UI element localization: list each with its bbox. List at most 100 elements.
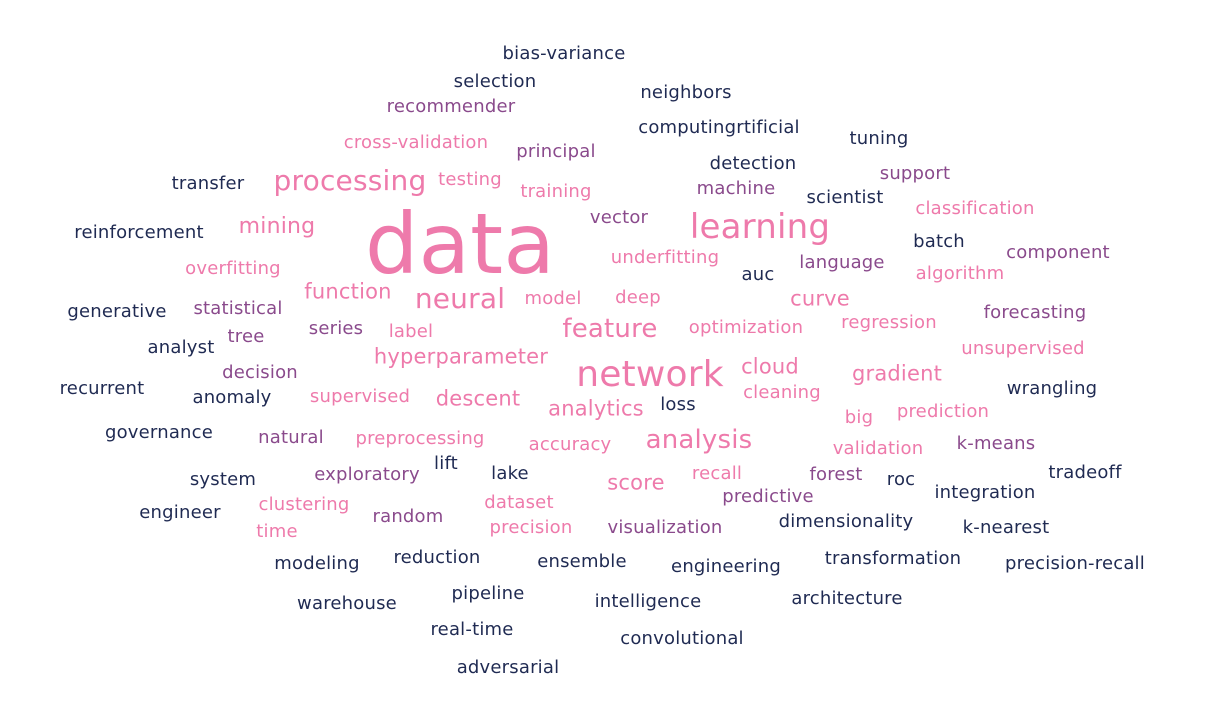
word-accuracy: accuracy [528,434,612,455]
word-governance: governance [104,422,214,443]
word-computingrtificial: computingrtificial [638,117,800,138]
word-lake: lake [491,463,529,484]
word-loss: loss [660,394,696,415]
word-underfitting: underfitting [610,247,720,268]
word-engineer: engineer [139,502,221,523]
word-validation: validation [832,438,924,459]
word-forest: forest [809,464,863,485]
word-bias-variance: bias-variance [502,43,626,64]
word-k-nearest: k-nearest [962,517,1050,538]
word-precision-recall: precision-recall [1005,553,1145,574]
word-system: system [189,469,257,490]
word-detection: detection [709,153,797,174]
word-exploratory: exploratory [314,464,420,485]
word-visualization: visualization [607,517,723,538]
word-batch: batch [913,231,965,252]
word-recommender: recommender [386,96,516,117]
word-learning: learning [689,207,831,247]
word-reduction: reduction [393,547,481,568]
word-natural: natural [258,427,324,448]
word-tuning: tuning [849,128,909,149]
word-recurrent: recurrent [59,378,145,399]
word-transfer: transfer [171,173,245,194]
word-statistical: statistical [193,298,283,319]
word-tree: tree [227,326,265,347]
word-k-means: k-means [956,433,1036,454]
word-language: language [799,252,885,273]
word-scientist: scientist [806,187,884,208]
word-component: component [1006,242,1110,263]
word-analyst: analyst [147,337,215,358]
word-label: label [388,321,434,342]
word-generative: generative [67,301,167,322]
word-unsupervised: unsupervised [961,338,1085,359]
word-network: network [576,354,724,395]
word-engineering: engineering [671,556,781,577]
word-machine: machine [696,178,776,199]
word-deep: deep [615,287,661,308]
word-mining: mining [238,214,316,239]
word-neural: neural [414,282,506,315]
word-dataset: dataset [484,492,554,513]
word-precision: precision [489,517,573,538]
word-analytics: analytics [548,396,644,421]
word-forecasting: forecasting [983,302,1087,323]
word-analysis: analysis [645,425,753,455]
word-algorithm: algorithm [915,263,1005,284]
word-clustering: clustering [258,494,350,515]
word-real-time: real-time [430,619,514,640]
word-selection: selection [453,71,537,92]
word-preprocessing: preprocessing [355,428,485,449]
word-random: random [372,506,444,527]
word-gradient: gradient [851,361,943,386]
word-testing: testing [438,169,502,190]
word-vector: vector [589,207,649,228]
word-feature: feature [562,314,658,344]
word-convolutional: convolutional [620,628,744,649]
word-roc: roc [886,469,916,490]
word-decision: decision [222,362,298,383]
word-prediction: prediction [896,401,990,422]
word-dimensionality: dimensionality [778,511,914,532]
word-function: function [304,279,392,304]
word-curve: curve [790,286,850,311]
word-recall: recall [691,463,743,484]
word-descent: descent [435,386,521,411]
word-regression: regression [841,312,937,333]
word-time: time [256,521,298,542]
word-modeling: modeling [274,553,360,574]
word-anomaly: anomaly [192,387,272,408]
word-intelligence: intelligence [594,591,702,612]
word-neighbors: neighbors [640,82,732,103]
word-architecture: architecture [791,588,903,609]
word-overfitting: overfitting [185,258,281,279]
word-series: series [308,318,364,339]
word-wrangling: wrangling [1006,378,1098,399]
word-cloud: cloud [741,354,799,379]
word-data: data [364,195,556,293]
word-processing: processing [273,164,427,197]
word-ensemble: ensemble [537,551,627,572]
word-pipeline: pipeline [451,583,525,604]
word-cleaning: cleaning [743,382,821,403]
word-lift: lift [434,453,458,474]
word-optimization: optimization [688,317,804,338]
word-classification: classification [915,198,1035,219]
word-supervised: supervised [309,386,411,407]
word-model: model [524,288,582,309]
word-reinforcement: reinforcement [74,222,204,243]
word-score: score [607,470,665,495]
word-tradeoff: tradeoff [1048,462,1122,483]
word-warehouse: warehouse [297,593,397,614]
word-auc: auc [741,264,775,285]
word-big: big [844,407,874,428]
word-cross-validation: cross-validation [343,132,489,153]
word-adversarial: adversarial [456,657,560,678]
word-training: training [520,181,592,202]
word-transformation: transformation [824,548,962,569]
word-support: support [879,163,951,184]
word-integration: integration [934,482,1036,503]
word-hyperparameter: hyperparameter [373,344,549,369]
word-principal: principal [516,141,596,162]
